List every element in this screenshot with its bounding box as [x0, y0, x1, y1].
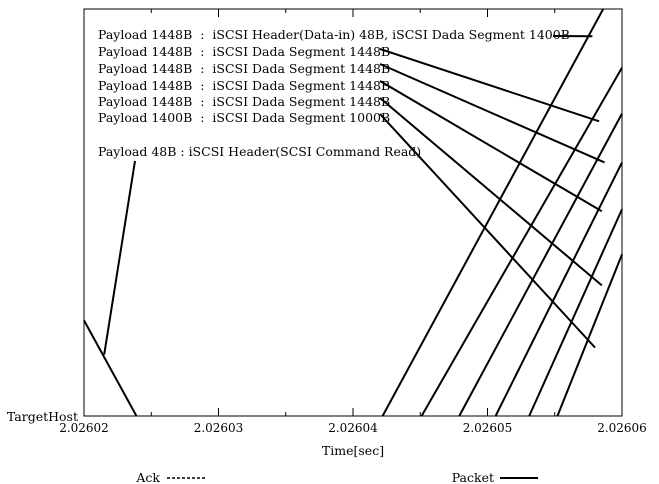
- annotation-leader-4: [379, 97, 603, 287]
- annotation-text-3: Payload 1448B : iSCSI Dada Segment 1448B: [98, 78, 390, 93]
- x-tick-label-3: 2.02605: [463, 421, 513, 435]
- annotation-text-4: Payload 1448B : iSCSI Dada Segment 1448B: [98, 94, 390, 109]
- packet-line-3: [458, 113, 623, 417]
- annotations: Payload 1448B : iSCSI Header(Data-in) 48…: [98, 27, 605, 355]
- packet-line-2: [420, 67, 623, 417]
- x-tick-label-1: 2.02603: [194, 421, 244, 435]
- x-axis-label: Time[sec]: [322, 443, 384, 458]
- legend-label-ack: Ack: [135, 470, 160, 484]
- annotation-text-2: Payload 1448B : iSCSI Dada Segment 1448B: [98, 61, 390, 76]
- x-tick-label-4: 2.02606: [597, 421, 647, 435]
- annotation-leader-1: [379, 48, 600, 123]
- annotation-leader-3: [379, 80, 603, 213]
- packet-series: [83, 8, 623, 417]
- annotation-text-0: Payload 1448B : iSCSI Header(Data-in) 48…: [98, 27, 570, 42]
- legend-label-packet: Packet: [452, 470, 494, 484]
- packet-line-1: [381, 8, 605, 417]
- packet-line-0: [83, 319, 138, 417]
- x-tick-label-2: 2.02604: [328, 421, 378, 435]
- annotation-text-5: Payload 1400B : iSCSI Dada Segment 1000B: [98, 110, 390, 125]
- packet-line-5: [528, 208, 623, 417]
- annotation-text-6: Payload 48B : iSCSI Header(SCSI Command …: [98, 144, 421, 159]
- y-axis-label: TargetHost: [7, 409, 78, 424]
- annotation-leader-2: [379, 63, 605, 164]
- annotation-text-1: Payload 1448B : iSCSI Dada Segment 1448B: [98, 44, 390, 59]
- annotation-leader-6: [103, 160, 136, 355]
- x-tick-label-0: 2.02602: [59, 421, 109, 435]
- packet-line-6: [556, 254, 623, 417]
- x-ticks: 2.02602 2.02603 2.02604 2.02605 2.02606: [59, 9, 647, 435]
- legend: Ack Packet: [135, 470, 538, 484]
- packet-line-4: [494, 161, 623, 417]
- annotation-leader-5: [379, 113, 596, 349]
